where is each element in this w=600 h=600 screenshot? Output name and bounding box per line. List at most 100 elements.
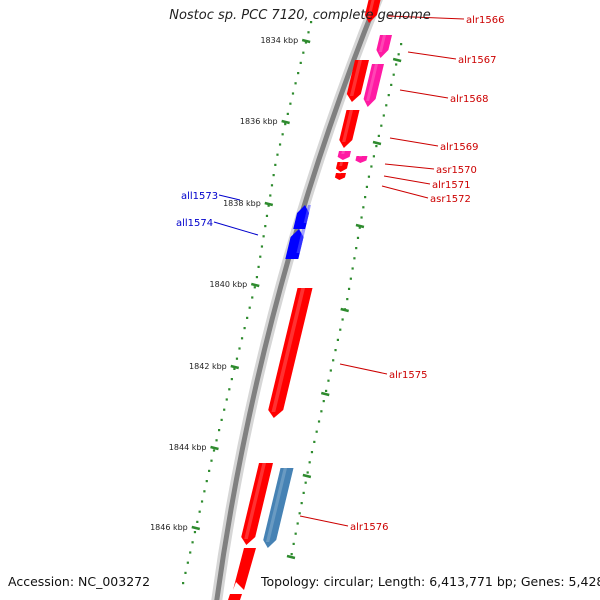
gene-label-alr1575[interactable]: alr1575 [389,370,427,381]
ruler-minor-tick [387,94,390,97]
ruler-minor-tick [220,418,223,421]
gene-all1574[interactable] [285,229,306,259]
ruler-minor-tick [307,31,310,34]
ruler-minor-tick [380,124,383,127]
gene-label-asr1572[interactable]: asr1572 [430,194,471,205]
ruler-minor-tick [238,347,241,350]
ruler-minor-tick [193,531,197,534]
ruler-minor-tick [228,388,231,391]
ruler-minor-tick [364,196,367,199]
gene-highlight [338,173,341,174]
ruler-minor-tick [186,561,189,564]
gene-label-alr1568[interactable]: alr1568 [450,94,488,105]
gene-alr1576[interactable] [241,463,273,545]
gene-label-alr1576[interactable]: alr1576 [350,522,388,533]
gene-alr1576-part2[interactable] [263,468,294,548]
gene-asr1570-part2[interactable] [355,156,368,163]
ruler-minor-tick [291,92,295,95]
gene-body[interactable] [364,0,381,23]
gene-highlight [342,110,353,142]
ruler-minor-tick [365,185,369,188]
ruler-major-tick [392,57,402,63]
gene-alr1566[interactable] [364,0,381,23]
ruler-minor-tick [298,512,301,515]
gene-label-alr1569[interactable]: alr1569 [440,142,478,153]
ruler-label: 1840 kbp [210,280,248,289]
ruler-major-tick [264,201,274,207]
ruler-minor-tick [225,398,228,401]
ruler-minor-tick [322,400,325,403]
ruler-minor-tick [334,349,337,352]
gene-highlight [271,288,305,412]
gene-fragment[interactable] [233,548,256,590]
ruler-minor-tick [390,83,393,86]
ruler-minor-tick [208,469,211,472]
gene-alr1575[interactable] [268,288,313,418]
ruler-major-tick [281,119,290,125]
ruler-minor-tick [274,163,277,166]
gene-highlight [359,156,362,157]
gene-label-alr1567[interactable]: alr1567 [458,55,496,66]
ruler-minor-tick [262,235,265,238]
ruler-major-tick [250,282,260,288]
ruler-minor-tick [310,451,314,454]
gene-highlight [349,60,362,96]
ruler-minor-tick [297,72,300,75]
gene-alr1567[interactable] [376,35,392,58]
gene-alr1568-part2[interactable] [363,64,384,107]
ruler-major-tick [372,140,382,146]
ruler-minor-tick [356,236,360,239]
gene-alr1571[interactable] [335,162,349,172]
ruler-minor-tick [191,541,194,544]
ruler-minor-tick [215,439,218,442]
gene-leader-line [381,185,429,199]
gene-body[interactable] [337,151,351,160]
gene-body[interactable] [376,35,392,58]
gene-label-asr1570[interactable]: asr1570 [436,165,477,176]
ruler-minor-tick [198,510,201,513]
ruler-minor-tick [251,296,254,299]
ruler-minor-tick [272,174,275,177]
gene-body[interactable] [355,156,368,163]
ruler-minor-tick [248,306,251,309]
ruler-minor-tick [385,104,388,107]
ruler-minor-tick [246,316,249,319]
ruler-minor-tick [281,133,284,136]
gene-body[interactable] [335,162,349,172]
ruler-label: 1838 kbp [223,199,261,208]
gene-asr1572[interactable] [334,173,346,180]
gene-label-alr1566[interactable]: alr1566 [466,15,504,26]
ruler-layer: 1834 kbp 1836 kbp 1838 kbp 1840 kbp 1842 kbp… [150,21,403,585]
gene-fragment[interactable] [228,594,242,600]
ruler-minor-tick [308,461,311,464]
ruler-label: 1846 kbp [150,523,188,532]
ruler-minor-tick [306,471,309,474]
gene-all1573[interactable] [293,205,311,229]
ruler-major-tick [286,554,296,560]
ruler-minor-tick [294,532,297,535]
ruler-minor-tick [372,155,375,158]
gene-alr1568[interactable] [346,60,369,102]
ruler-minor-tick [362,206,365,209]
gene-alr1569[interactable] [339,110,360,148]
ruler-minor-tick [302,491,305,494]
ruler-minor-tick [332,359,335,362]
gene-layer [228,0,392,600]
gene-label-all1573[interactable]: all1573 [181,191,218,202]
ruler-minor-tick [253,286,256,289]
ruler-minor-tick [289,102,292,105]
ruler-minor-tick [259,255,262,258]
gene-asr1570[interactable] [337,151,351,160]
ruler-minor-tick [317,420,321,423]
gene-label-alr1571[interactable]: alr1571 [432,180,470,191]
gene-body[interactable] [334,173,346,180]
ruler-minor-tick [304,481,307,484]
ruler-minor-tick [400,43,403,46]
ruler-minor-tick [230,378,233,381]
gene-highlight [296,229,306,253]
ruler-minor-tick [218,429,221,432]
ruler-minor-tick [346,298,349,301]
backbone-layer [211,0,383,600]
gene-label-all1574[interactable]: all1574 [176,218,213,229]
ruler-minor-tick [205,480,208,483]
